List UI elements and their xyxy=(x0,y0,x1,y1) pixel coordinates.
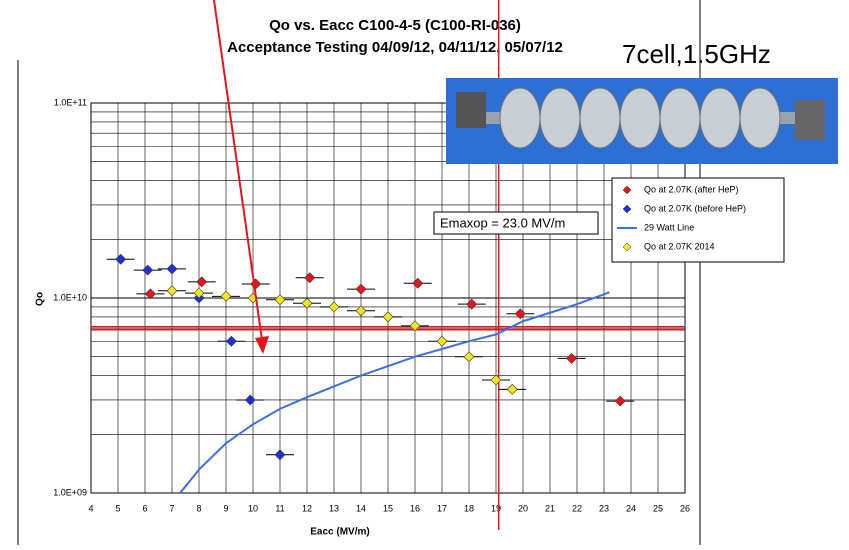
x-tick-label: 16 xyxy=(410,503,420,513)
x-tick-label: 14 xyxy=(356,503,366,513)
y-tick-label: 1.0E+09 xyxy=(53,487,87,497)
x-tick-label: 20 xyxy=(518,503,528,513)
cavity-photo xyxy=(446,78,838,164)
x-tick-label: 10 xyxy=(248,503,258,513)
x-tick-label: 6 xyxy=(142,503,147,513)
x-tick-label: 9 xyxy=(223,503,228,513)
x-tick-label: 18 xyxy=(464,503,474,513)
x-axis-label: Eacc (MV/m) xyxy=(310,527,369,538)
chart-subtitle: Acceptance Testing 04/09/12, 04/11/12, 0… xyxy=(227,39,563,56)
annotation: 7cell,1.5GHz xyxy=(622,39,771,69)
y-tick-label: 1.0E+10 xyxy=(53,292,87,302)
x-tick-label: 7 xyxy=(169,503,174,513)
x-tick-label: 8 xyxy=(196,503,201,513)
legend-label: Qo at 2.07K 2014 xyxy=(644,241,715,251)
x-tick-label: 19 xyxy=(491,503,501,513)
x-tick-label: 24 xyxy=(626,503,636,513)
y-tick-label: 1.0E+11 xyxy=(54,97,87,107)
x-tick-label: 26 xyxy=(680,503,690,513)
legend-label: 29 Watt Line xyxy=(644,222,694,232)
chart-title: Qo vs. Eacc C100-4-5 (C100-RI-036) xyxy=(269,17,521,34)
x-tick-label: 4 xyxy=(88,503,93,513)
x-tick-label: 15 xyxy=(383,503,393,513)
vline-label: Emaxop = 23.0 MV/m xyxy=(440,215,565,230)
x-tick-label: 25 xyxy=(653,503,663,513)
x-tick-label: 12 xyxy=(302,503,312,513)
legend-label: Qo at 2.07K (before HeP) xyxy=(644,203,746,213)
x-tick-label: 11 xyxy=(275,503,284,513)
legend: Qo at 2.07K (after HeP) Qo at 2.07K (befo… xyxy=(612,178,784,262)
x-tick-label: 17 xyxy=(437,503,447,513)
x-tick-label: 13 xyxy=(329,503,339,513)
chart: Qo vs. Eacc C100-4-5 (C100-RI-036) Accep… xyxy=(0,0,849,550)
x-tick-label: 21 xyxy=(545,503,555,513)
x-tick-label: 22 xyxy=(572,503,582,513)
x-tick-label: 23 xyxy=(599,503,609,513)
legend-label: Qo at 2.07K (after HeP) xyxy=(644,184,739,194)
x-tick-label: 5 xyxy=(115,503,120,513)
y-axis-label: Qo xyxy=(35,292,46,306)
